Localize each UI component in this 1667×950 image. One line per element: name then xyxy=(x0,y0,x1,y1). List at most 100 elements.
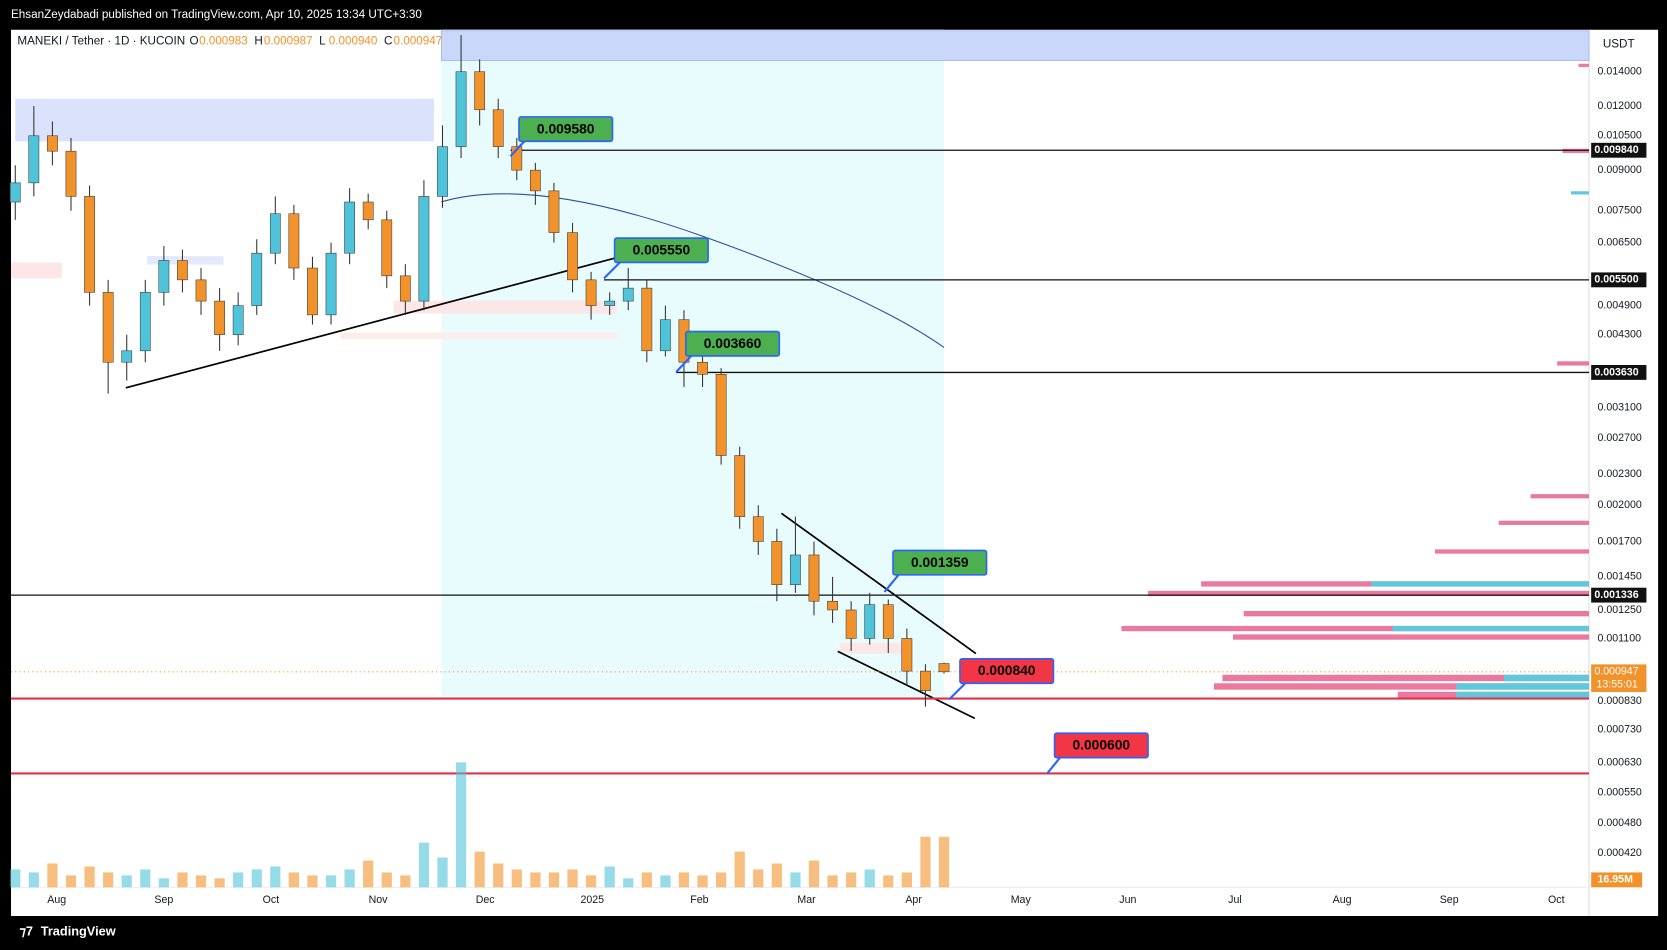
candle-body xyxy=(381,219,393,277)
volume-bar xyxy=(65,875,77,888)
y-tick-label: 0.010500 xyxy=(1598,130,1642,142)
zone xyxy=(839,642,904,654)
callout-text: 0.009580 xyxy=(537,120,595,136)
volume-bar xyxy=(938,836,950,888)
ohlc-key: C xyxy=(384,35,392,48)
trend-line xyxy=(125,257,615,389)
y-tick-label: 0.009000 xyxy=(1598,164,1642,176)
candle-body xyxy=(232,305,244,335)
volume-bar xyxy=(418,842,430,888)
candle-body xyxy=(251,252,263,306)
volume-bar xyxy=(233,872,244,888)
callout-box xyxy=(1053,732,1149,759)
candle-body xyxy=(325,252,337,316)
volume-bar xyxy=(288,872,299,888)
candle-body xyxy=(362,201,374,221)
profile-bar xyxy=(1530,494,1590,499)
volume-bar xyxy=(270,866,281,888)
callout-pointer xyxy=(675,354,693,373)
callout-box xyxy=(613,237,709,264)
candle-body xyxy=(214,300,225,335)
level-label: 0.005500 xyxy=(1594,274,1638,286)
symbol: MANEKI / Tether · 1D · KUCOIN xyxy=(17,35,185,48)
candle-body xyxy=(604,300,616,306)
profile-bar xyxy=(1456,691,1590,699)
volume-bar xyxy=(400,875,411,888)
y-tick-label: 0.001700 xyxy=(1598,535,1642,547)
y-tick-label: 0.003100 xyxy=(1598,401,1642,413)
demand-zone xyxy=(393,300,617,314)
volume-bar xyxy=(493,863,504,888)
volume-profile xyxy=(1121,63,1590,699)
volume-bar xyxy=(177,872,188,888)
brand: TradingView xyxy=(41,923,116,938)
x-tick-label: Jun xyxy=(1119,894,1136,906)
volume-bar xyxy=(103,872,114,888)
volume-bar xyxy=(214,878,225,888)
y-tick-label: 0.000420 xyxy=(1598,847,1642,859)
volume-bar xyxy=(790,872,801,888)
volume-badge: 16.95M xyxy=(1598,874,1634,886)
candle-body xyxy=(827,600,838,611)
candle-body xyxy=(474,71,486,111)
level-label: 0.001336 xyxy=(1594,589,1638,601)
x-tick-label: Oct xyxy=(1548,894,1565,906)
volume-bar xyxy=(121,875,132,888)
x-tick-label: Sep xyxy=(1440,894,1459,906)
volume-badge-bg xyxy=(1591,872,1643,888)
profile-bar xyxy=(1213,683,1590,690)
callout-pointer xyxy=(1046,755,1062,775)
candle-body xyxy=(529,169,541,192)
profile-bar xyxy=(1570,191,1590,195)
volume-bar xyxy=(901,872,912,888)
x-tick-label: Aug xyxy=(47,894,66,906)
volume-bar xyxy=(47,863,58,888)
countdown: 13:55:01 xyxy=(1596,678,1637,690)
volume-bar xyxy=(920,836,931,888)
profile-bar xyxy=(1392,625,1590,632)
y-tick-label: 0.014000 xyxy=(1598,66,1642,78)
volume-bar xyxy=(474,851,485,888)
callout-text: 0.001359 xyxy=(911,554,969,570)
candle-body xyxy=(548,190,560,233)
candle-body xyxy=(288,213,300,269)
volume-bar xyxy=(864,869,875,888)
y-tick-label: 0.000480 xyxy=(1598,817,1642,829)
volume-bar xyxy=(641,872,652,888)
candle-body xyxy=(771,541,783,585)
y-tick-label: 0.006500 xyxy=(1598,236,1642,248)
profile-bar xyxy=(1504,674,1590,682)
y-tick-label: 0.000830 xyxy=(1598,695,1642,707)
candle-body xyxy=(9,182,21,203)
callout-text: 0.000600 xyxy=(1073,737,1131,753)
y-tick-label: 0.001250 xyxy=(1598,604,1642,616)
x-tick-label: Mar xyxy=(797,894,816,906)
candle-body xyxy=(808,554,820,602)
volume-bar xyxy=(771,863,782,888)
x-tick-label: Jul xyxy=(1228,894,1242,906)
x-tick-label: Dec xyxy=(476,894,496,906)
candle-body xyxy=(399,275,411,302)
highlight-zone xyxy=(441,29,945,700)
x-tick-label: Feb xyxy=(690,894,708,906)
last-price-badge xyxy=(1591,664,1647,693)
candle-body xyxy=(790,554,801,585)
candle-body xyxy=(139,292,151,352)
volume-bar xyxy=(344,869,355,888)
volume-bar xyxy=(195,875,207,888)
volume-bar xyxy=(808,860,820,888)
volume-bar xyxy=(623,878,634,888)
candle-body xyxy=(158,260,170,293)
candle-body xyxy=(715,374,727,456)
volume-bar xyxy=(846,872,857,888)
top-bar-text: EhsanZeydabadi published on TradingView.… xyxy=(11,8,422,21)
volume-bar xyxy=(548,872,560,888)
volume-bar xyxy=(455,762,467,888)
candle-body xyxy=(901,638,913,672)
last-price-label: 0.000947 xyxy=(1594,666,1638,678)
profile-bar xyxy=(1233,634,1590,640)
callout-text: 0.005550 xyxy=(633,241,691,257)
x-tick-label: Oct xyxy=(263,894,280,906)
ohlc-value: 0.000983 xyxy=(199,35,248,48)
